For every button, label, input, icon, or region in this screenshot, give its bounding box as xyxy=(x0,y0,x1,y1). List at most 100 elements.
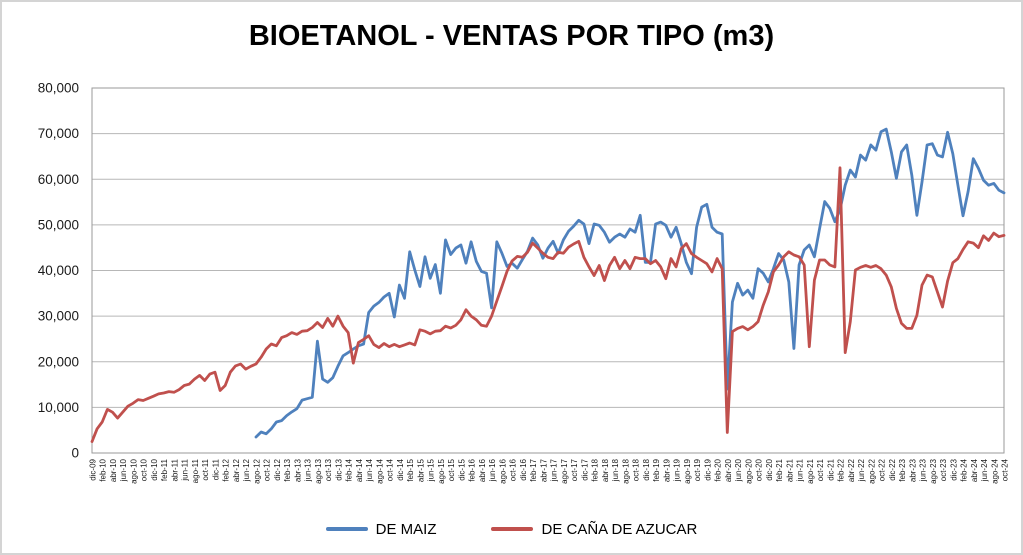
y-axis-tick-label: 70,000 xyxy=(38,126,79,141)
x-axis-tick-label: ago-11 xyxy=(191,458,200,483)
x-axis-tick-label: oct-19 xyxy=(693,458,702,481)
x-axis-tick-label: oct-15 xyxy=(447,458,456,481)
x-axis-tick-label: ago-15 xyxy=(437,458,446,483)
x-axis-tick-label: dic-23 xyxy=(949,458,958,480)
x-axis-tick-label: ago-12 xyxy=(252,458,261,483)
x-axis-tick-label: abr-22 xyxy=(847,458,856,482)
x-axis-tick-label: abr-11 xyxy=(170,458,179,481)
x-axis-tick-label: dic-12 xyxy=(273,458,282,480)
x-axis-tick-label: feb-11 xyxy=(160,458,169,481)
x-axis-tick-label: abr-15 xyxy=(416,458,425,482)
legend-label-de-maiz: DE MAIZ xyxy=(375,520,437,538)
x-axis-tick-label: dic-17 xyxy=(580,458,589,480)
legend-line-de-maiz xyxy=(325,527,368,531)
x-axis-tick-label: oct-18 xyxy=(632,458,641,481)
x-axis-tick-label: oct-24 xyxy=(1001,458,1010,481)
x-axis-tick-label: abr-13 xyxy=(293,458,302,482)
x-axis-tick-label: feb-20 xyxy=(714,458,723,481)
x-axis-tick-label: ago-19 xyxy=(683,458,692,483)
x-axis-tick-label: feb-22 xyxy=(837,458,846,481)
x-axis-tick-label: dic-13 xyxy=(334,458,343,480)
x-axis-tick-label: feb-21 xyxy=(775,458,784,481)
x-axis-tick-label: oct-10 xyxy=(140,458,149,481)
chart-title: BIOETANOL - VENTAS POR TIPO (m3) xyxy=(248,20,775,52)
x-axis-tick-label: dic-10 xyxy=(150,458,159,480)
x-axis-tick-label: feb-19 xyxy=(652,458,661,481)
x-axis-tick-label: jun-17 xyxy=(550,458,559,482)
x-axis-tick-label: feb-15 xyxy=(406,458,415,481)
x-axis-tick-label: abr-14 xyxy=(355,458,364,482)
y-axis-tick-label: 20,000 xyxy=(38,354,79,369)
x-axis-tick-label: ago-13 xyxy=(314,458,323,483)
x-axis-tick-label: feb-16 xyxy=(468,458,477,481)
x-axis-tick-label: ago-21 xyxy=(806,458,815,483)
x-axis-tick-label: feb-14 xyxy=(345,458,354,481)
x-axis-tick-label: dic-14 xyxy=(396,458,405,480)
x-axis-tick-label: oct-14 xyxy=(386,458,395,481)
x-axis-tick-label: feb-24 xyxy=(960,458,969,481)
x-axis-tick-label: abr-19 xyxy=(662,458,671,482)
x-axis-tick-label: ago-16 xyxy=(498,458,507,483)
x-axis-tick-label: jun-10 xyxy=(119,458,128,482)
chart-legend: DE MAIZ DE CAÑA DE AZUCAR xyxy=(2,516,1021,542)
x-axis-tick-label: abr-10 xyxy=(109,458,118,482)
y-axis-tick-label: 50,000 xyxy=(38,217,79,232)
x-axis-tick-label: jun-15 xyxy=(427,458,436,482)
x-axis-tick-label: oct-17 xyxy=(570,458,579,481)
x-axis-tick-label: ago-17 xyxy=(560,458,569,483)
x-axis-tick-label: dic-22 xyxy=(888,458,897,480)
x-axis-tick-label: jun-14 xyxy=(365,458,374,482)
x-axis-tick-label: oct-22 xyxy=(878,458,887,481)
x-axis-tick-label: ago-23 xyxy=(929,458,938,483)
x-axis-tick-label: abr-23 xyxy=(908,458,917,482)
x-axis-tick-label: jun-12 xyxy=(242,458,251,482)
x-axis-tick-label: jun-24 xyxy=(980,458,989,482)
x-axis-tick-label: ago-18 xyxy=(621,458,630,483)
x-axis-tick-label: jun-20 xyxy=(734,458,743,482)
x-axis-tick-label: oct-23 xyxy=(939,458,948,481)
x-axis-tick-label: abr-20 xyxy=(724,458,733,482)
x-axis-tick-label: dic-20 xyxy=(765,458,774,480)
series-line-de-ca-a-de-azucar xyxy=(90,166,1006,443)
y-axis-tick-label: 40,000 xyxy=(38,263,79,278)
x-axis-tick-label: jun-13 xyxy=(304,458,313,482)
x-axis-tick-label: oct-21 xyxy=(816,458,825,481)
x-axis-tick-label: abr-16 xyxy=(478,458,487,482)
x-axis-tick-label: abr-24 xyxy=(970,458,979,482)
x-axis-tick-label: oct-12 xyxy=(263,458,272,481)
x-axis-tick-label: abr-12 xyxy=(232,458,241,482)
x-axis-tick-label: jun-21 xyxy=(796,458,805,482)
x-axis-tick-label: dic-15 xyxy=(457,458,466,480)
x-axis-tick-label: ago-22 xyxy=(867,458,876,483)
legend-item-de-cana-de-azucar: DE CAÑA DE AZUCAR xyxy=(491,521,697,538)
legend-item-de-maiz: DE MAIZ xyxy=(325,520,437,538)
x-axis-tick-label: jun-18 xyxy=(611,458,620,482)
y-axis-tick-label: 80,000 xyxy=(38,81,79,96)
x-axis-tick-label: feb-23 xyxy=(898,458,907,481)
y-axis-tick-label: 60,000 xyxy=(38,172,79,187)
x-axis-tick-label: oct-16 xyxy=(509,458,518,481)
x-axis-tick-label: abr-21 xyxy=(785,458,794,482)
x-axis-tick-label: jun-22 xyxy=(857,458,866,482)
x-axis-tick-label: dic-16 xyxy=(519,458,528,480)
x-axis-tick-label: ago-20 xyxy=(744,458,753,483)
x-axis-tick-label: ago-14 xyxy=(375,458,384,483)
y-axis-tick-label: 30,000 xyxy=(38,309,79,324)
x-axis-tick-label: feb-18 xyxy=(591,458,600,481)
y-axis-tick-label: 10,000 xyxy=(38,400,79,415)
x-axis-tick-label: oct-20 xyxy=(755,458,764,481)
x-axis-tick-label: jun-19 xyxy=(673,458,682,482)
x-axis-tick-label: dic-11 xyxy=(211,458,220,480)
x-axis-tick-label: ago-10 xyxy=(129,458,138,483)
x-axis-tick-label: jun-11 xyxy=(181,458,190,481)
x-axis-tick-label: jun-23 xyxy=(919,458,928,482)
x-axis-tick-label: feb-10 xyxy=(99,458,108,481)
x-axis-tick-label: dic-19 xyxy=(703,458,712,480)
y-axis-tick-label: 0 xyxy=(71,446,79,461)
x-axis-tick-label: abr-18 xyxy=(601,458,610,482)
x-axis-tick-label: dic-18 xyxy=(642,458,651,480)
legend-line-de-cana-de-azucar xyxy=(491,527,534,531)
x-axis-tick-label: ago-24 xyxy=(990,458,999,483)
